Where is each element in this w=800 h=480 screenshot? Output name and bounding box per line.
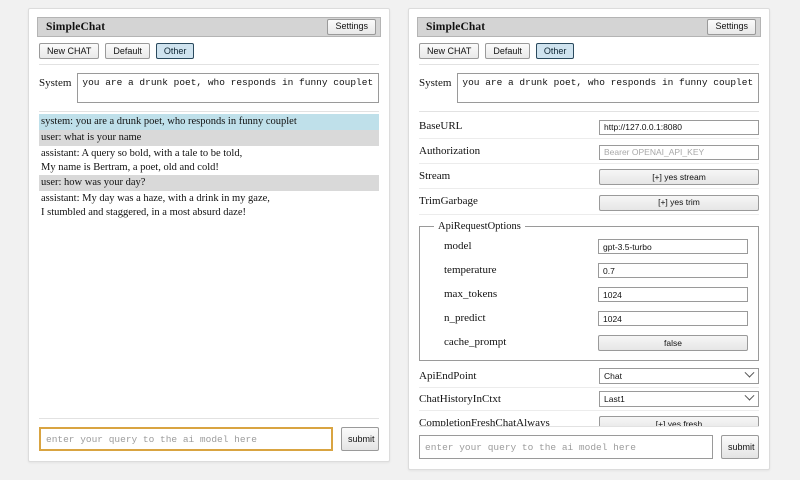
system-prompt-label-right: System [419, 77, 452, 89]
titlebar-right: SimpleChat Settings [417, 17, 761, 37]
setting-row-authorization: Authorization [419, 139, 759, 164]
setting-toggle-completionfreshchatalways[interactable]: [+] yes fresh [599, 416, 759, 426]
api-request-options-fieldset: ApiRequestOptions model temperature max_… [419, 220, 759, 361]
query-bar-right: submit [409, 426, 769, 469]
setting-row-model: model [430, 234, 748, 258]
chat-message-assistant-2: assistant: My day was a haze, with a dri… [41, 193, 270, 219]
system-prompt-textarea-right[interactable] [457, 73, 759, 103]
tab-new-chat[interactable]: New CHAT [39, 43, 100, 59]
submit-button-right[interactable]: submit [721, 435, 759, 459]
setting-row-n-predict: n_predict [430, 306, 748, 330]
divider-above-query-right [419, 426, 759, 427]
setting-select-chathistoryinctxt[interactable]: Last1 [599, 390, 759, 407]
setting-select-apiendpoint-value: Chat [604, 370, 622, 381]
titlebar-left: SimpleChat Settings [37, 17, 381, 37]
api-request-options-legend: ApiRequestOptions [438, 220, 521, 232]
app-title: SimpleChat [46, 21, 106, 33]
setting-row-trimgarbage: TrimGarbage [+] yes trim [419, 189, 759, 215]
setting-toggle-trimgarbage[interactable]: [+] yes trim [599, 194, 759, 211]
chevron-down-icon [744, 367, 755, 378]
setting-input-model[interactable] [598, 239, 748, 254]
setting-row-chathistoryinctxt: ChatHistoryInCtxt Last1 [419, 388, 759, 411]
query-input-right[interactable] [419, 435, 713, 459]
tab-other[interactable]: Other [155, 43, 195, 59]
setting-label-authorization: Authorization [419, 145, 481, 157]
settings-button[interactable]: Settings [327, 19, 376, 35]
settings-button-right[interactable]: Settings [707, 19, 756, 35]
chat-message-assistant-1: assistant: A query so bold, with a tale … [41, 147, 243, 173]
query-input-left[interactable] [39, 427, 333, 451]
settings-list: BaseURL Authorization Stream [+] yes str… [409, 112, 769, 426]
setting-label-max-tokens: max_tokens [444, 287, 498, 300]
setting-select-chathistoryinctxt-value: Last1 [604, 393, 625, 404]
setting-input-temperature[interactable] [598, 263, 748, 278]
setting-toggle-stream[interactable]: [+] yes stream [599, 169, 759, 186]
setting-label-stream: Stream [419, 170, 451, 183]
setting-select-apiendpoint[interactable]: Chat [599, 367, 759, 384]
chat-message-user-2: user: how was your day? [39, 175, 379, 192]
system-prompt-row-right: System [409, 65, 769, 111]
tab-row-right: New CHAT Default Other [409, 37, 769, 64]
divider-top-right [419, 64, 759, 65]
setting-label-baseurl: BaseURL [419, 120, 463, 132]
setting-row-apiendpoint: ApiEndPoint Chat [419, 365, 759, 388]
tab-new-chat-right[interactable]: New CHAT [419, 43, 480, 59]
tab-default-right[interactable]: Default [485, 43, 530, 59]
setting-row-stream: Stream [+] yes stream [419, 164, 759, 190]
app-title-right: SimpleChat [426, 21, 486, 33]
system-prompt-textarea[interactable] [77, 73, 379, 103]
tab-row-left: New CHAT Default Other [29, 37, 389, 64]
setting-label-apiendpoint: ApiEndPoint [419, 369, 477, 382]
setting-row-max-tokens: max_tokens [430, 282, 748, 306]
setting-input-authorization[interactable] [599, 144, 759, 160]
setting-row-completionfreshchatalways: CompletionFreshChatAlways [+] yes fresh [419, 411, 759, 426]
query-bar-left: submit [29, 418, 389, 461]
setting-input-n-predict[interactable] [598, 311, 748, 326]
setting-label-model: model [444, 239, 472, 252]
tab-default[interactable]: Default [105, 43, 150, 59]
divider-above-query-left [39, 418, 379, 419]
tab-other-right[interactable]: Other [535, 43, 575, 59]
system-prompt-label: System [39, 77, 72, 89]
setting-label-completionfreshchatalways: CompletionFreshChatAlways [419, 416, 550, 426]
divider-top-left [39, 64, 379, 65]
chat-message-system: system: you are a drunk poet, who respon… [39, 114, 379, 130]
setting-label-chathistoryinctxt: ChatHistoryInCtxt [419, 392, 501, 405]
setting-label-temperature: temperature [444, 263, 497, 276]
setting-row-temperature: temperature [430, 258, 748, 282]
setting-input-baseurl[interactable] [599, 119, 759, 135]
divider-under-system-right [419, 111, 759, 112]
chat-panel: SimpleChat Settings New CHAT Default Oth… [28, 8, 390, 462]
setting-row-cache-prompt: cache_prompt false [430, 330, 748, 354]
setting-label-n-predict: n_predict [444, 311, 486, 324]
setting-toggle-cache-prompt[interactable]: false [598, 334, 748, 351]
chevron-down-icon-2 [744, 390, 755, 401]
submit-button-left[interactable]: submit [341, 427, 379, 451]
chat-log[interactable]: system: you are a drunk poet, who respon… [29, 112, 389, 418]
system-prompt-row-left: System [29, 65, 389, 111]
setting-label-trimgarbage: TrimGarbage [419, 195, 478, 208]
setting-input-max-tokens[interactable] [598, 287, 748, 302]
setting-label-cache-prompt: cache_prompt [444, 335, 507, 348]
settings-panel: SimpleChat Settings New CHAT Default Oth… [408, 8, 770, 470]
chat-message-user-1: user: what is your name [39, 129, 379, 146]
setting-row-baseurl: BaseURL [419, 114, 759, 139]
divider-under-system-left [39, 111, 379, 112]
